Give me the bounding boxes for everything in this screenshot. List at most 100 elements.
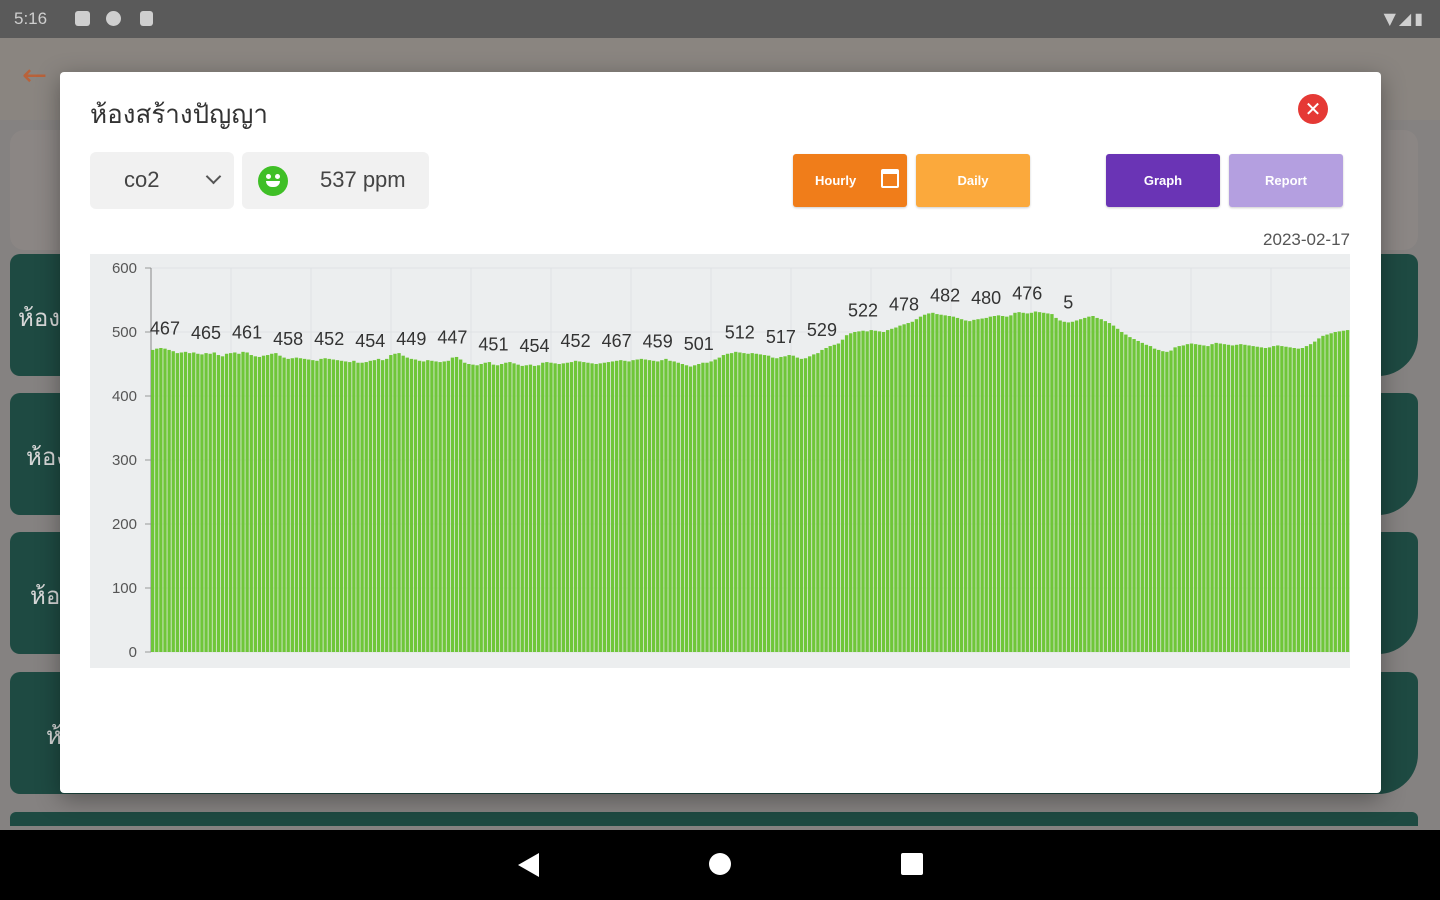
- chart-bar: [1189, 343, 1194, 652]
- chart-bar: [693, 365, 697, 652]
- chart-bar: [192, 352, 196, 652]
- close-icon[interactable]: ✕: [1298, 94, 1328, 124]
- y-tick-label: 100: [112, 580, 137, 597]
- chart-bar: [549, 362, 553, 652]
- chart-bar: [1214, 342, 1218, 652]
- chart-bar: [766, 355, 771, 652]
- y-tick-label: 0: [129, 644, 137, 661]
- chart-bar: [298, 358, 303, 652]
- chart-bar: [972, 319, 976, 652]
- chart-bar: [1276, 345, 1280, 652]
- chart-bar: [894, 327, 898, 652]
- chart-bar: [504, 362, 508, 652]
- chart-bar: [590, 363, 594, 652]
- chart-bar: [224, 353, 229, 652]
- back-arrow-icon[interactable]: ←: [22, 58, 48, 93]
- data-label: 449: [396, 329, 426, 349]
- chart-bar: [717, 357, 722, 652]
- chart-bar: [1308, 344, 1313, 652]
- chart-bar: [1230, 345, 1235, 652]
- chart-bar: [1124, 334, 1128, 652]
- nav-back-icon[interactable]: [518, 853, 539, 877]
- data-label: 522: [848, 301, 878, 321]
- chart-bar: [914, 319, 919, 652]
- chart-bar: [1218, 343, 1222, 652]
- wifi-icon: ▼: [1383, 9, 1399, 28]
- chart-bar: [1165, 351, 1169, 652]
- chart-bar: [553, 363, 557, 652]
- data-label: 451: [478, 335, 508, 355]
- nav-home-icon[interactable]: [709, 853, 731, 875]
- chart-bar: [857, 331, 861, 652]
- chart-bar: [1263, 348, 1268, 652]
- chart-bar: [927, 313, 931, 652]
- chart-bar: [627, 361, 631, 652]
- chart-bar: [1329, 333, 1333, 652]
- chart-bar: [1025, 313, 1029, 652]
- chart-bar: [586, 362, 590, 652]
- chart-bar: [179, 352, 184, 652]
- chart-bar: [286, 358, 290, 652]
- hourly-button[interactable]: Hourly: [793, 154, 907, 207]
- chart-bar: [1222, 344, 1227, 652]
- chart-bar: [463, 362, 467, 652]
- chart-bar: [265, 355, 270, 652]
- chart-bar: [1173, 347, 1177, 652]
- chart-bar: [163, 348, 167, 652]
- chart-bar: [615, 360, 619, 652]
- chart-bar: [762, 355, 767, 652]
- chart-bar: [1046, 313, 1050, 652]
- background-strip: [10, 812, 1418, 826]
- chart-bar: [1333, 332, 1337, 652]
- chart-bar: [1280, 346, 1284, 652]
- chart-bar: [1000, 316, 1005, 652]
- chart-bar: [458, 359, 463, 652]
- chart-bar: [229, 353, 233, 652]
- data-label: 458: [273, 329, 303, 349]
- chart-bar: [1198, 344, 1202, 652]
- chart-bar: [873, 330, 878, 652]
- chart-bar: [1074, 320, 1079, 652]
- chart-bar: [709, 361, 713, 652]
- chart-bar: [828, 346, 832, 652]
- chart-bar: [216, 355, 221, 652]
- chart-bar: [729, 353, 734, 652]
- chart-bar: [319, 358, 323, 652]
- chart-bar: [155, 348, 159, 652]
- chart-bar: [1267, 347, 1272, 652]
- sensor-select[interactable]: co2: [90, 152, 234, 209]
- chart-bar: [775, 358, 779, 652]
- chart-bar: [598, 363, 602, 652]
- room-card-label: ห้อง: [18, 304, 60, 332]
- chart-bar: [315, 360, 319, 652]
- chart-bar: [840, 339, 845, 652]
- chart-bar: [1033, 311, 1038, 652]
- chart-bar: [528, 364, 533, 652]
- chart-bar: [360, 362, 364, 652]
- chart-bar: [1070, 321, 1075, 652]
- chart-bar: [512, 363, 516, 652]
- daily-button[interactable]: Daily: [916, 154, 1030, 207]
- chart-bar: [417, 360, 422, 652]
- battery-icon: ▮: [1414, 9, 1426, 28]
- chart-bar: [902, 324, 906, 652]
- chart-bar: [233, 352, 237, 652]
- chart-bar: [865, 331, 869, 652]
- chart-bar: [204, 353, 208, 652]
- status-bar: 5:16 ▼◢▮: [0, 0, 1440, 38]
- chart-bar: [339, 360, 344, 652]
- reading-display: 537 ppm: [242, 152, 429, 209]
- chart-bar: [245, 352, 249, 652]
- graph-button[interactable]: Graph: [1106, 154, 1220, 207]
- chart-bar: [1271, 346, 1276, 652]
- chart-bar: [393, 353, 397, 652]
- chart-bar: [832, 344, 836, 652]
- y-tick-label: 200: [112, 516, 137, 533]
- chart-bar: [1337, 331, 1342, 652]
- chart-bar: [721, 355, 726, 652]
- data-label: 452: [561, 331, 591, 351]
- report-button[interactable]: Report: [1229, 154, 1343, 207]
- nav-recents-icon[interactable]: [901, 853, 923, 875]
- chart-bar: [479, 364, 483, 652]
- chart-bar: [569, 362, 574, 652]
